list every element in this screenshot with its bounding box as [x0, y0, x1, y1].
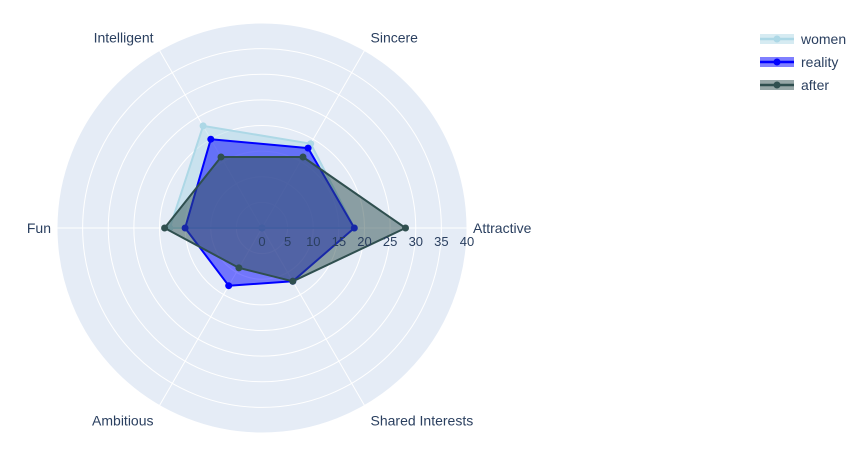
series-layer [161, 122, 409, 290]
series-after-point [235, 264, 243, 272]
axis-label-shared-interests: Shared Interests [371, 413, 474, 429]
radial-tick-label: 20 [357, 234, 371, 249]
radial-tick-label: 0 [258, 234, 265, 249]
radial-tick-label: 25 [383, 234, 397, 249]
legend-marker [773, 35, 781, 43]
axis-label-attractive: Attractive [473, 220, 532, 236]
legend-label: after [801, 77, 829, 93]
series-reality-point [225, 282, 233, 290]
series-after-point [299, 153, 307, 161]
radial-tick-label: 40 [460, 234, 474, 249]
series-after-point [161, 224, 169, 232]
series-after-point [217, 153, 225, 161]
legend-item-reality[interactable]: reality [760, 54, 838, 70]
series-reality-point [304, 144, 312, 152]
axis-label-sincere: Sincere [371, 30, 419, 46]
radial-tick-label: 35 [434, 234, 448, 249]
series-after-point [289, 277, 297, 285]
radial-tick-label: 30 [409, 234, 423, 249]
axis-label-ambitious: Ambitious [92, 413, 153, 429]
series-women-point [199, 122, 207, 130]
legend-item-after[interactable]: after [760, 77, 829, 93]
legend-label: women [800, 31, 846, 47]
axis-label-intelligent: Intelligent [94, 30, 154, 46]
legend-marker [773, 58, 781, 66]
radial-tick-label: 15 [332, 234, 346, 249]
radial-tick-labels: 0 5 10 15 20 25 30 35 40 [258, 234, 474, 249]
legend-label: reality [801, 54, 838, 70]
legend-marker [773, 81, 781, 89]
angular-axis-labels: Attractive Sincere Intelligent Fun Ambitious… [27, 30, 532, 429]
radial-tick-label: 10 [306, 234, 320, 249]
legend[interactable]: women reality after [760, 31, 846, 93]
series-after [161, 153, 409, 285]
series-after-point [402, 224, 409, 232]
legend-item-women[interactable]: women [760, 31, 846, 47]
series-reality-point [207, 135, 215, 143]
axis-label-fun: Fun [27, 220, 51, 236]
radial-tick-label: 5 [284, 234, 291, 249]
